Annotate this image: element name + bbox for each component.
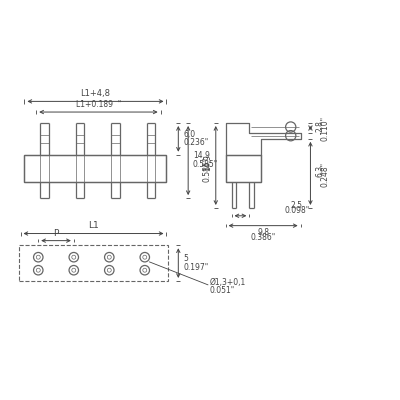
- Bar: [24, 155, 166, 182]
- Text: 0.386": 0.386": [250, 233, 276, 242]
- Text: 0.051": 0.051": [210, 286, 235, 295]
- Text: 0.248": 0.248": [320, 162, 329, 187]
- Text: 5: 5: [183, 254, 188, 263]
- Bar: [24, 155, 166, 182]
- Text: 14,9: 14,9: [203, 154, 212, 171]
- Text: 14,9: 14,9: [193, 151, 210, 160]
- Text: 0.236": 0.236": [183, 138, 208, 147]
- Text: 6,3: 6,3: [315, 165, 324, 177]
- Text: L1+4,8: L1+4,8: [80, 89, 110, 98]
- Bar: [226, 155, 261, 182]
- Text: 0.110": 0.110": [320, 116, 329, 141]
- Text: L1: L1: [88, 221, 99, 230]
- Text: L1+0.189  ": L1+0.189 ": [76, 100, 121, 109]
- Text: 2,5: 2,5: [291, 201, 303, 210]
- Text: 0.585": 0.585": [203, 157, 212, 182]
- Text: P: P: [53, 229, 59, 238]
- Text: Ø1,3+0,1: Ø1,3+0,1: [210, 278, 246, 287]
- Text: 0.098": 0.098": [284, 206, 309, 215]
- Text: 0.197": 0.197": [183, 262, 208, 272]
- Text: 0.585": 0.585": [193, 160, 218, 169]
- Text: 2,8: 2,8: [315, 120, 324, 132]
- Text: 9,8: 9,8: [257, 228, 269, 237]
- Text: 6,0: 6,0: [183, 130, 195, 139]
- Bar: [226, 155, 261, 182]
- Bar: [18, 245, 168, 281]
